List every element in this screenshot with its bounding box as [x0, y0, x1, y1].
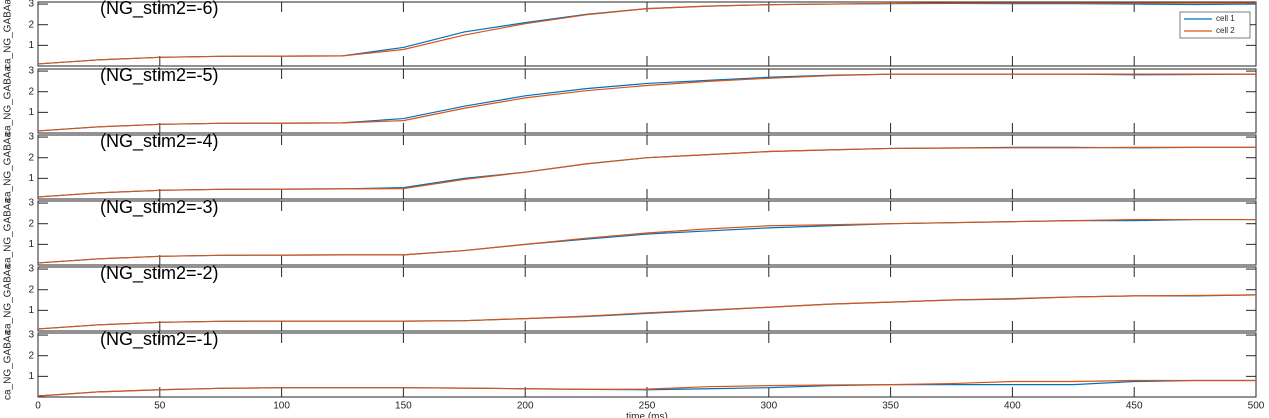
panel-title: (NG_stim2=-5)	[100, 65, 219, 86]
y-axis-label: ca_NG_GABAa	[3, 0, 14, 69]
y-tick-label: 3	[28, 132, 34, 143]
y-tick-label: 1	[28, 107, 34, 118]
legend-label: cell 1	[1216, 14, 1235, 23]
y-tick-label: 1	[28, 40, 34, 51]
series-line	[37, 73, 1256, 132]
x-tick-label: 400	[1004, 401, 1021, 412]
y-tick-label: 3	[28, 330, 34, 341]
x-tick-label: 100	[273, 401, 290, 412]
x-tick-label: 250	[639, 401, 656, 412]
x-tick-label: 500	[1248, 401, 1265, 412]
y-tick-label: 2	[28, 284, 34, 295]
y-tick-label: 1	[28, 305, 34, 316]
panel-title: (NG_stim2=-1)	[100, 329, 219, 350]
y-tick-label: 2	[28, 218, 34, 229]
y-tick-label: 2	[28, 19, 34, 30]
y-axis-label: ca_NG_GABAa	[3, 264, 14, 334]
y-tick-label: 1	[28, 371, 34, 382]
y-axis-label: ca_NG_GABAa	[3, 330, 14, 400]
y-tick-label: 2	[28, 86, 34, 97]
series-line	[37, 294, 1257, 330]
y-tick-label: 1	[28, 239, 34, 250]
x-tick-label: 300	[760, 401, 777, 412]
y-tick-label: 3	[28, 0, 34, 10]
series-line	[37, 218, 1256, 264]
panel-title: (NG_stim2=-3)	[100, 197, 219, 218]
y-tick-label: 2	[28, 152, 34, 163]
x-tick-label: 450	[1126, 401, 1143, 412]
axes-box	[37, 68, 1257, 134]
panel-title: (NG_stim2=-4)	[100, 131, 219, 152]
x-tick-label: 150	[395, 401, 412, 412]
y-tick-label: 2	[28, 350, 34, 361]
y-tick-label: 3	[28, 66, 34, 77]
panel-title: (NG_stim2=-2)	[100, 263, 219, 284]
x-tick-label: 50	[154, 401, 166, 412]
legend-box	[1179, 11, 1251, 39]
x-tick-label: 200	[517, 401, 534, 412]
series-line	[37, 379, 1256, 397]
x-axis-label: time (ms)	[626, 412, 668, 418]
panel-title: (NG_stim2=-6)	[100, 0, 219, 19]
y-axis-label: ca_NG_GABAa	[3, 198, 14, 268]
x-tick-label: 350	[882, 401, 899, 412]
y-tick-label: 1	[28, 173, 34, 184]
series-line	[37, 146, 1256, 198]
x-tick-label: 0	[35, 401, 41, 412]
legend-label: cell 2	[1216, 26, 1235, 35]
y-axis-label: ca_NG_GABAa	[3, 132, 14, 202]
series-line	[37, 2, 1256, 65]
axes-box	[37, 1, 1257, 67]
y-tick-label: 3	[28, 198, 34, 209]
y-tick-label: 3	[28, 264, 34, 275]
y-axis-label: ca_NG_GABAa	[3, 66, 14, 136]
